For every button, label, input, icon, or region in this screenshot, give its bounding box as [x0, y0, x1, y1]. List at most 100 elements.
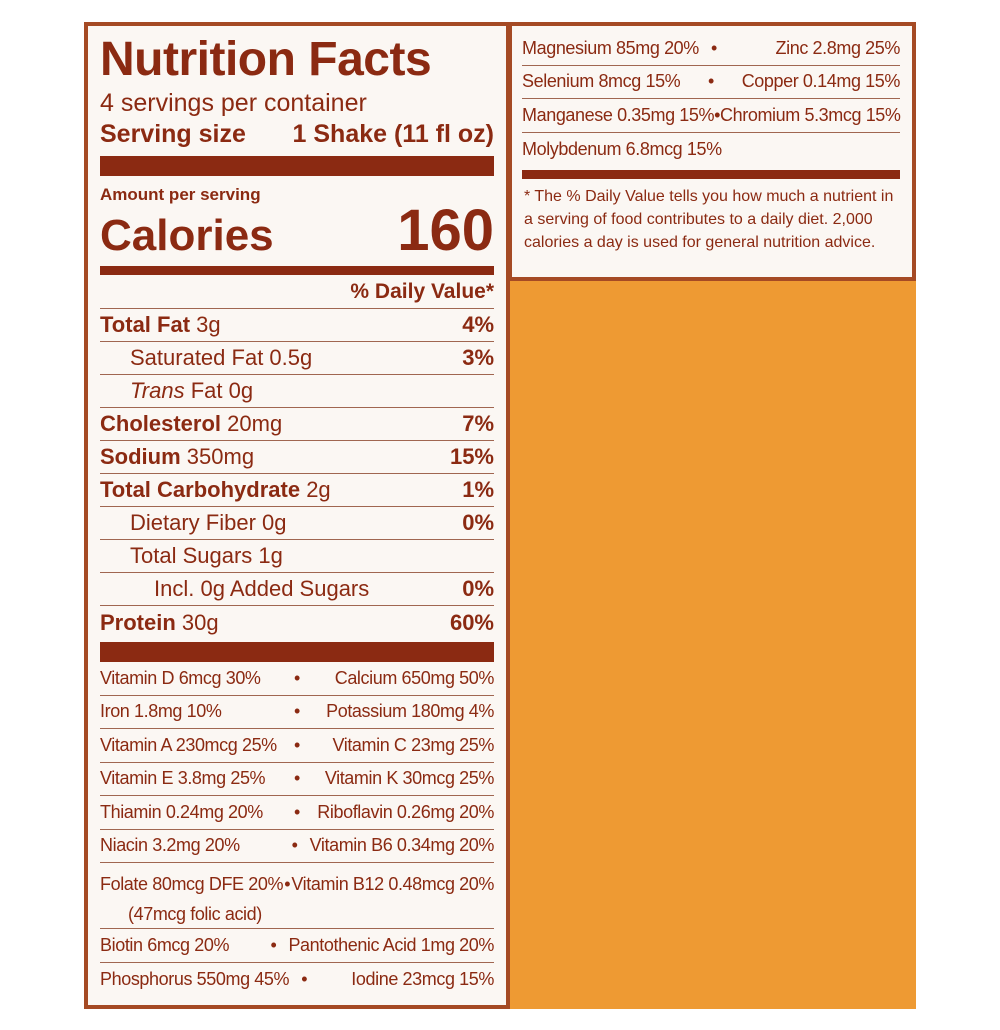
nutrient-name: Total Sugars 1g	[130, 543, 283, 568]
calories-row: Calories 160	[100, 202, 494, 260]
nutrient-row-sodium: Sodium 350mg 15%	[100, 441, 494, 474]
mineral-row: Molybdenum 6.8mcg 15%	[522, 133, 900, 167]
vitamin-left: Vitamin A 230mcg 25%	[100, 734, 277, 755]
calories-label: Calories	[100, 211, 274, 260]
bullet-separator: •	[284, 874, 291, 894]
vitamin-right: Vitamin C 23mg 25%	[332, 734, 494, 755]
nutrient-row-dietary-fiber: Dietary Fiber 0g 0%	[100, 507, 494, 540]
nutrient-dv: 1%	[462, 477, 494, 502]
vitamin-right: Calcium 650mg 50%	[334, 667, 495, 688]
vitamin-left-line2: (47mcg folic acid)	[128, 904, 262, 924]
medium-divider	[100, 266, 494, 275]
mineral-row: Manganese 0.35mg 15% • Chromium 5.3mcg 1…	[522, 99, 901, 133]
nutrient-amount: 3g	[196, 312, 221, 337]
vitamin-right: Vitamin B6 0.34mg 20%	[309, 835, 495, 856]
nutrient-dv: 15%	[449, 444, 494, 469]
bullet-separator: •	[301, 968, 308, 989]
nutrient-name: Incl. 0g Added Sugars	[154, 576, 370, 601]
vitamin-row: Iron 1.8mg 10% • Potassium 180mg 4%	[100, 696, 494, 729]
serving-size-value: 1 Shake (11 fl oz)	[292, 120, 494, 148]
mineral-row: Selenium 8mcg 15% • Copper 0.14mg 15%	[522, 66, 901, 99]
vitamin-left: Thiamin 0.24mg 20%	[100, 801, 263, 822]
minerals-panel: Magnesium 85mg 20% • Zinc 2.8mg 25% Sele…	[508, 22, 916, 281]
vitamin-row: Biotin 6mcg 20% • Pantothenic Acid 1mg 2…	[100, 929, 494, 963]
vitamin-left: Niacin 3.2mg 20%	[100, 835, 240, 856]
nutrient-row-saturated-fat: Saturated Fat 0.5g 3%	[100, 342, 494, 375]
nutrient-amount: 2g	[306, 477, 331, 502]
vitamin-right: Riboflavin 0.26mg 20%	[317, 801, 494, 822]
nutrient-name: Saturated Fat 0.5g	[130, 345, 313, 370]
bullet-separator: •	[710, 37, 717, 58]
bullet-separator: •	[294, 667, 300, 688]
vitamin-row: Vitamin D 6mcg 30% • Calcium 650mg 50%	[100, 662, 494, 696]
nutrient-row-total-fat: Total Fat 3g 4%	[100, 309, 494, 342]
mineral-left: Manganese 0.35mg 15%	[522, 104, 715, 125]
nutrient-dv: 3%	[462, 345, 494, 370]
vitamin-right: Vitamin B12 0.48mcg 20%	[291, 874, 494, 894]
nutrient-name: Trans	[130, 378, 185, 403]
servings-per-container: 4 servings per container	[100, 89, 367, 117]
nutrient-name: Total Carbohydrate	[100, 477, 301, 502]
vitamin-left: Vitamin E 3.8mg 25%	[100, 768, 266, 789]
medium-divider	[522, 170, 900, 179]
bullet-separator: •	[270, 934, 277, 955]
nutrient-dv: 0%	[462, 576, 494, 601]
nutrient-name: Total Fat	[100, 312, 191, 337]
nutrient-dv: 7%	[462, 411, 494, 436]
vitamin-left: Iron 1.8mg 10%	[100, 701, 222, 722]
vitamin-row: Thiamin 0.24mg 20% • Riboflavin 0.26mg 2…	[100, 796, 494, 830]
vitamin-right: Potassium 180mg 4%	[326, 701, 494, 722]
bullet-separator: •	[291, 835, 298, 856]
nutrient-row-protein: Protein 30g 60%	[100, 606, 494, 639]
bullet-separator: •	[294, 801, 300, 822]
thick-divider	[100, 156, 494, 176]
daily-value-header: % Daily Value*	[100, 275, 494, 309]
nutrient-row-total-sugars: Total Sugars 1g	[100, 540, 494, 573]
nutrient-amount: 20mg	[227, 411, 283, 436]
bullet-separator: •	[294, 768, 300, 789]
bullet-separator: •	[714, 104, 721, 125]
nutrient-row-added-sugars: Incl. 0g Added Sugars 0%	[100, 573, 494, 606]
vitamin-left: Vitamin D 6mcg 30%	[100, 667, 261, 688]
nutrient-row-total-carbohydrate: Total Carbohydrate 2g 1%	[100, 474, 494, 507]
mineral-row: Magnesium 85mg 20% • Zinc 2.8mg 25%	[522, 32, 900, 66]
vitamin-right: Iodine 23mcg 15%	[351, 968, 494, 989]
nutrient-name: Sodium	[100, 444, 181, 469]
mineral-left: Selenium 8mcg 15%	[522, 71, 681, 92]
minerals-inner: Magnesium 85mg 20% • Zinc 2.8mg 25% Sele…	[512, 26, 912, 277]
bullet-separator: •	[294, 734, 300, 755]
nutrient-dv: 0%	[462, 510, 494, 535]
serving-size-row: Serving size 1 Shake (11 fl oz)	[100, 118, 494, 150]
nutrient-dv: 60%	[449, 609, 494, 635]
bullet-separator: •	[708, 71, 714, 92]
nutrient-name: Dietary Fiber 0g	[130, 510, 287, 535]
amount-per-serving: Amount per serving	[100, 185, 261, 204]
vitamin-left-line1: Folate 80mcg DFE 20%	[100, 874, 284, 894]
serving-size-label: Serving size	[100, 120, 246, 148]
mineral-right: Chromium 5.3mcg 15%	[720, 104, 901, 125]
vitamin-right: Pantothenic Acid 1mg 20%	[288, 934, 494, 955]
nutrient-row-cholesterol: Cholesterol 20mg 7%	[100, 408, 494, 441]
nutrient-dv: 4%	[462, 312, 494, 337]
nutrient-row-trans-fat: Trans Fat 0g	[100, 375, 494, 408]
vitamin-left: Biotin 6mcg 20%	[100, 934, 230, 955]
mineral-right: Copper 0.14mg 15%	[741, 71, 901, 92]
mineral-left: Molybdenum 6.8mcg 15%	[522, 138, 722, 159]
vitamin-left: Folate 80mcg DFE 20% (47mcg folic acid)	[100, 869, 283, 929]
nutrition-facts-panel: Nutrition Facts 4 servings per container…	[84, 22, 510, 1009]
bullet-separator: •	[294, 701, 300, 722]
nutrient-name: Protein	[100, 609, 176, 635]
nutrition-facts-inner: Nutrition Facts 4 servings per container…	[88, 26, 506, 1005]
vitamin-row: Vitamin E 3.8mg 25% • Vitamin K 30mcg 25…	[100, 763, 494, 796]
daily-value-footnote: * The % Daily Value tells you how much a…	[524, 188, 894, 251]
vitamin-row: Phosphorus 550mg 45% • Iodine 23mcg 15%	[100, 963, 494, 997]
thick-divider	[100, 642, 494, 662]
mineral-left: Magnesium 85mg 20%	[522, 37, 699, 58]
nutrient-amount: 30g	[181, 609, 219, 635]
vitamin-row: Vitamin A 230mcg 25% • Vitamin C 23mg 25…	[100, 729, 494, 763]
vitamin-row: Folate 80mcg DFE 20% (47mcg folic acid) …	[100, 863, 494, 929]
nutrition-facts-title: Nutrition Facts	[100, 33, 432, 86]
nutrient-amount: 350mg	[186, 444, 255, 469]
nutrient-name: Cholesterol	[100, 411, 222, 436]
orange-background-block	[508, 280, 916, 1009]
